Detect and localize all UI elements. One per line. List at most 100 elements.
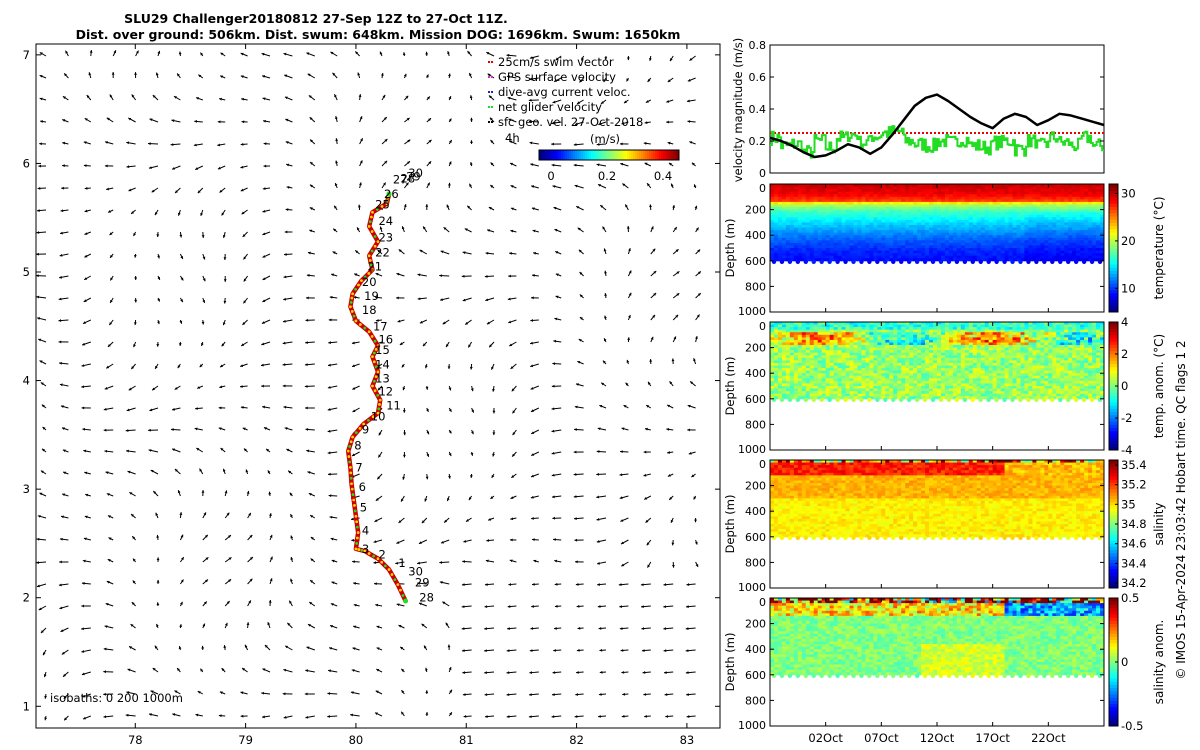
vector-arrow-head [448, 96, 452, 100]
vector-arrow-head [266, 448, 270, 452]
vector-arrow-head [402, 476, 406, 480]
vector-arrow-head [263, 164, 267, 168]
vector-arrow-head [307, 251, 311, 255]
vector-arrow-head [353, 581, 356, 585]
colorbar-cell [611, 150, 614, 160]
depth-tick-label: 0 [759, 182, 766, 195]
vector-arrow-head [554, 604, 558, 608]
vector-arrow-head [470, 452, 474, 456]
vector-arrow-head [351, 538, 355, 542]
vector-arrow-head [685, 627, 689, 631]
vector-arrow-head [283, 405, 287, 409]
vector-arrow-head [200, 52, 204, 56]
track-marker [356, 525, 359, 529]
vector-arrow-head [621, 427, 625, 431]
vector-arrow-head [686, 99, 690, 103]
vector-arrow-head [262, 299, 266, 302]
vector-arrow-head [269, 578, 273, 582]
vector-arrow-head [376, 625, 380, 629]
figure-title-line2: Dist. over ground: 506km. Dist. swum: 64… [76, 27, 681, 42]
vector-arrow-head [439, 581, 443, 584]
vector-arrow-head [676, 271, 680, 275]
colorbar-cell [1109, 212, 1118, 217]
vector-arrow-head [574, 428, 577, 432]
track-marker [372, 554, 375, 558]
colorbar-cell [671, 150, 674, 160]
vector-arrow-head [246, 490, 250, 494]
vector-arrow-head [110, 277, 113, 281]
vector-arrow-head [310, 580, 314, 583]
vector-arrow-head [201, 645, 205, 649]
vector-arrow-head [650, 336, 654, 340]
track-marker [354, 547, 358, 551]
vector-arrow-head [512, 410, 516, 414]
vector-arrow-head [155, 72, 159, 76]
colorbar-cell [635, 150, 638, 160]
vector-arrow-head [641, 649, 645, 652]
colorbar-cell [569, 150, 572, 160]
vector-arrow-head [81, 364, 85, 367]
day-label: 22 [375, 245, 390, 259]
vector-arrow-head [671, 564, 675, 568]
velocity-axes-frame [769, 44, 1105, 174]
vector-arrow-head [261, 321, 265, 324]
vector-arrow-head [309, 229, 313, 233]
vector-arrow-head [172, 713, 176, 716]
vector-arrow-head [439, 274, 442, 278]
vector-arrow-head [530, 409, 534, 412]
vector-arrow-head [201, 321, 205, 325]
vector-arrow-head [508, 274, 511, 278]
depth-tick-label: 600 [745, 255, 766, 268]
vector-arrow-head [426, 431, 430, 435]
colorbar-cell [553, 150, 556, 160]
day-label: 1 [398, 556, 405, 570]
vector-arrow-head [84, 277, 88, 280]
vector-arrow-head [332, 251, 336, 255]
vector-arrow-head [551, 715, 555, 719]
vector-arrow-head [262, 75, 266, 78]
vector-arrow-head [61, 651, 65, 655]
velocity-ylabel: velocity magnitude (m/s) [731, 38, 745, 183]
vector-arrow-head [447, 644, 451, 648]
track-marker [354, 287, 357, 291]
vector-arrow-head [334, 116, 338, 120]
vector-arrow-head [263, 142, 267, 146]
vector-arrow-head [486, 52, 490, 55]
vector-arrow-head [84, 254, 88, 258]
vector-arrow-head [262, 715, 265, 719]
vector-arrow-head [373, 561, 377, 565]
vector-arrow-head [261, 384, 264, 388]
vector-arrow-head [440, 298, 443, 301]
vector-arrow-head [222, 234, 226, 238]
vector-arrow-head [405, 95, 409, 99]
vector-arrow-head [154, 645, 158, 649]
vector-arrow-head [196, 97, 200, 100]
vector-arrow-head [223, 300, 227, 304]
vector-arrow-head [402, 52, 406, 56]
vector-arrow-head [269, 534, 273, 538]
vector-arrow-head [44, 717, 48, 721]
vector-arrow-head [689, 141, 693, 144]
track-marker [371, 210, 374, 214]
vector-arrow-head [628, 270, 632, 274]
vector-arrow-head [576, 670, 579, 674]
vector-arrow-head [204, 534, 208, 538]
colorbar-cell [597, 150, 600, 160]
vector-arrow-head [461, 274, 465, 278]
vector-arrow-head [551, 407, 555, 411]
vector-arrow-head [648, 381, 651, 385]
vector-arrow-head [36, 252, 39, 256]
vector-arrow-head [197, 386, 201, 389]
vector-arrow-head [653, 270, 657, 274]
vector-arrow-head [334, 183, 338, 186]
vector-arrow-head [449, 139, 452, 143]
vector-arrow-head [62, 493, 66, 497]
track-marker [349, 476, 353, 480]
vector-arrow-head [425, 690, 429, 693]
heatmap-edge-dot [914, 259, 920, 264]
vector-arrow-head [648, 58, 652, 61]
vector-arrow-head [597, 583, 600, 586]
vector-arrow-head [59, 383, 63, 387]
vector-arrow-head [644, 714, 647, 718]
track-marker [367, 330, 371, 334]
